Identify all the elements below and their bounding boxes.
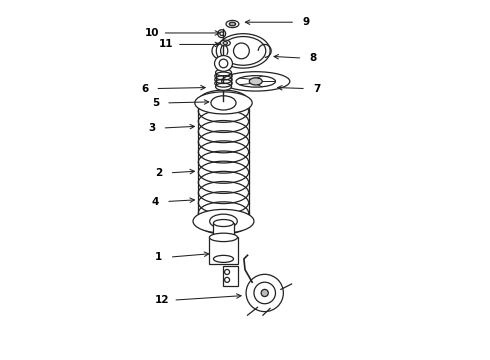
Circle shape (234, 43, 249, 59)
Ellipse shape (226, 21, 239, 28)
Ellipse shape (215, 55, 232, 71)
Ellipse shape (221, 72, 290, 91)
Ellipse shape (229, 22, 236, 26)
Bar (222, 266, 238, 286)
Text: 1: 1 (155, 252, 163, 262)
Text: 11: 11 (159, 40, 173, 49)
Bar (209, 237, 238, 264)
Text: 9: 9 (302, 17, 310, 27)
Circle shape (246, 274, 283, 312)
Ellipse shape (220, 40, 230, 46)
Polygon shape (216, 34, 270, 68)
Text: 2: 2 (155, 168, 163, 178)
Ellipse shape (193, 210, 254, 233)
Text: 8: 8 (310, 53, 317, 63)
Circle shape (224, 270, 230, 274)
Text: 3: 3 (148, 123, 155, 133)
Bar (198, 101, 248, 223)
Text: 6: 6 (141, 84, 148, 94)
Text: 12: 12 (155, 295, 170, 305)
Bar (214, 223, 234, 259)
Ellipse shape (249, 78, 262, 85)
Ellipse shape (214, 255, 234, 262)
Circle shape (220, 32, 223, 36)
Circle shape (261, 289, 269, 297)
Ellipse shape (209, 233, 238, 242)
Text: 10: 10 (145, 28, 159, 38)
Ellipse shape (216, 69, 231, 76)
Ellipse shape (214, 220, 234, 226)
Text: 7: 7 (313, 84, 320, 94)
Text: 5: 5 (152, 98, 159, 108)
Ellipse shape (195, 92, 252, 114)
Text: 4: 4 (152, 197, 159, 207)
Circle shape (224, 277, 230, 282)
Ellipse shape (216, 83, 231, 90)
